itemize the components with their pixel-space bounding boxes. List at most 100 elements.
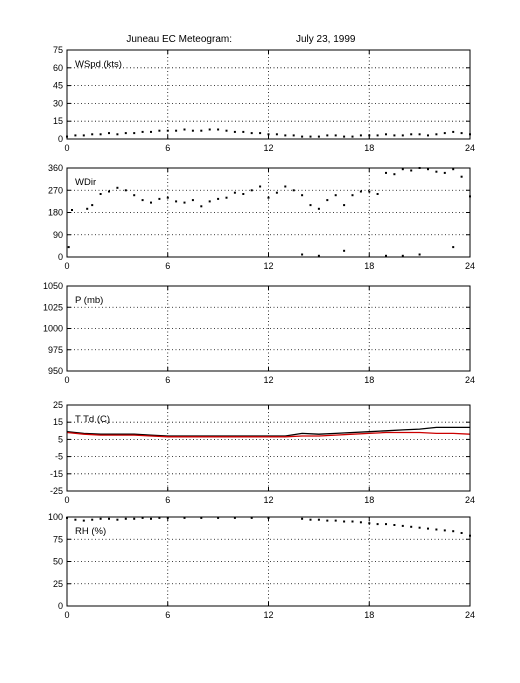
data-point [309, 204, 312, 207]
data-point [175, 129, 178, 132]
y-tick-label: 5 [58, 434, 63, 444]
y-tick-label: 1025 [43, 302, 63, 312]
data-point [225, 196, 228, 199]
panel-label: T Td (C) [75, 414, 110, 425]
x-tick-label: 12 [263, 261, 273, 271]
x-tick-label: 0 [64, 610, 69, 620]
data-point [418, 253, 421, 256]
data-point [141, 199, 144, 202]
data-point [91, 204, 94, 207]
x-tick-label: 0 [64, 495, 69, 505]
data-point [217, 128, 220, 131]
data-point [217, 516, 220, 519]
data-point [191, 199, 194, 202]
data-point [233, 130, 236, 133]
data-point [376, 193, 379, 195]
x-tick-label: 12 [263, 495, 273, 505]
data-point [233, 516, 236, 519]
data-point [435, 170, 438, 173]
panel-label: P (mb) [75, 295, 103, 306]
x-tick-label: 24 [465, 143, 475, 153]
y-tick-label: 30 [53, 98, 63, 108]
panel-label: WDir [75, 177, 96, 188]
data-point [124, 132, 127, 135]
y-tick-label: 1000 [43, 324, 63, 334]
data-point [326, 519, 329, 522]
data-point [82, 134, 85, 137]
data-point [91, 518, 94, 521]
data-point [401, 524, 404, 527]
data-point [108, 517, 110, 520]
x-tick-label: 6 [165, 143, 170, 153]
panel-5: 0 6 12 18 24 0 25 50 75 100 RH (%) [48, 512, 475, 620]
data-point [200, 516, 203, 519]
y-tick-label: 90 [53, 230, 63, 240]
data-point [317, 135, 320, 138]
data-point [183, 128, 186, 131]
data-point [275, 191, 278, 194]
data-point [91, 133, 94, 136]
data-point [301, 135, 304, 138]
data-point [443, 529, 446, 532]
x-tick-label: 0 [64, 375, 69, 385]
data-point [208, 200, 211, 203]
data-point [385, 254, 387, 257]
y-tick-label: 100 [48, 512, 63, 522]
data-point [250, 516, 253, 519]
data-point [410, 525, 413, 528]
data-point [317, 207, 320, 210]
data-point [150, 130, 152, 133]
data-point [334, 134, 337, 137]
x-tick-label: 18 [364, 610, 374, 620]
data-point [116, 133, 119, 136]
data-point [141, 516, 144, 519]
data-point [343, 135, 346, 138]
data-point [141, 130, 144, 133]
data-point [200, 129, 203, 132]
data-point [452, 530, 455, 533]
data-point [74, 134, 77, 137]
panel-3: 0 6 12 18 24 950 975 1000 1025 1050 P (mb) [43, 281, 475, 385]
x-tick-label: 24 [465, 375, 475, 385]
x-tick-label: 12 [263, 143, 273, 153]
data-point [343, 204, 346, 207]
data-point [166, 196, 169, 199]
y-tick-label: 360 [48, 163, 63, 173]
data-point [401, 254, 404, 257]
x-tick-label: 18 [364, 495, 374, 505]
data-point [418, 526, 421, 529]
data-point [385, 133, 387, 136]
y-tick-label: 60 [53, 63, 63, 73]
data-point [359, 190, 362, 193]
data-point [166, 129, 169, 132]
data-point [242, 193, 245, 195]
data-point [385, 523, 387, 526]
data-point [158, 516, 161, 519]
panel-label: WSpd (kts) [75, 59, 122, 70]
x-tick-label: 6 [165, 495, 170, 505]
data-point [443, 171, 446, 174]
x-tick-label: 18 [364, 261, 374, 271]
data-point [242, 130, 245, 133]
data-point [326, 134, 329, 137]
data-point [183, 516, 186, 519]
panel-2: 0 6 12 18 24 0 90 180 270 360 WDir [48, 163, 475, 271]
axes-box [66, 49, 471, 140]
data-point [158, 129, 161, 132]
data-point [267, 133, 270, 136]
data-point [133, 132, 136, 135]
data-point [292, 134, 295, 137]
data-point [351, 194, 354, 197]
data-point [82, 519, 85, 522]
y-tick-label: -25 [50, 486, 63, 496]
data-point [427, 527, 429, 530]
y-tick-label: 975 [48, 345, 63, 355]
data-point [427, 134, 429, 137]
data-point [326, 199, 329, 202]
x-tick-label: 18 [364, 143, 374, 153]
data-point [259, 185, 262, 188]
x-tick-label: 6 [165, 375, 170, 385]
panel-4: 0 6 12 18 24 -25 -15 -5 5 15 25 T Td (C) [50, 400, 475, 505]
x-tick-label: 24 [465, 610, 475, 620]
